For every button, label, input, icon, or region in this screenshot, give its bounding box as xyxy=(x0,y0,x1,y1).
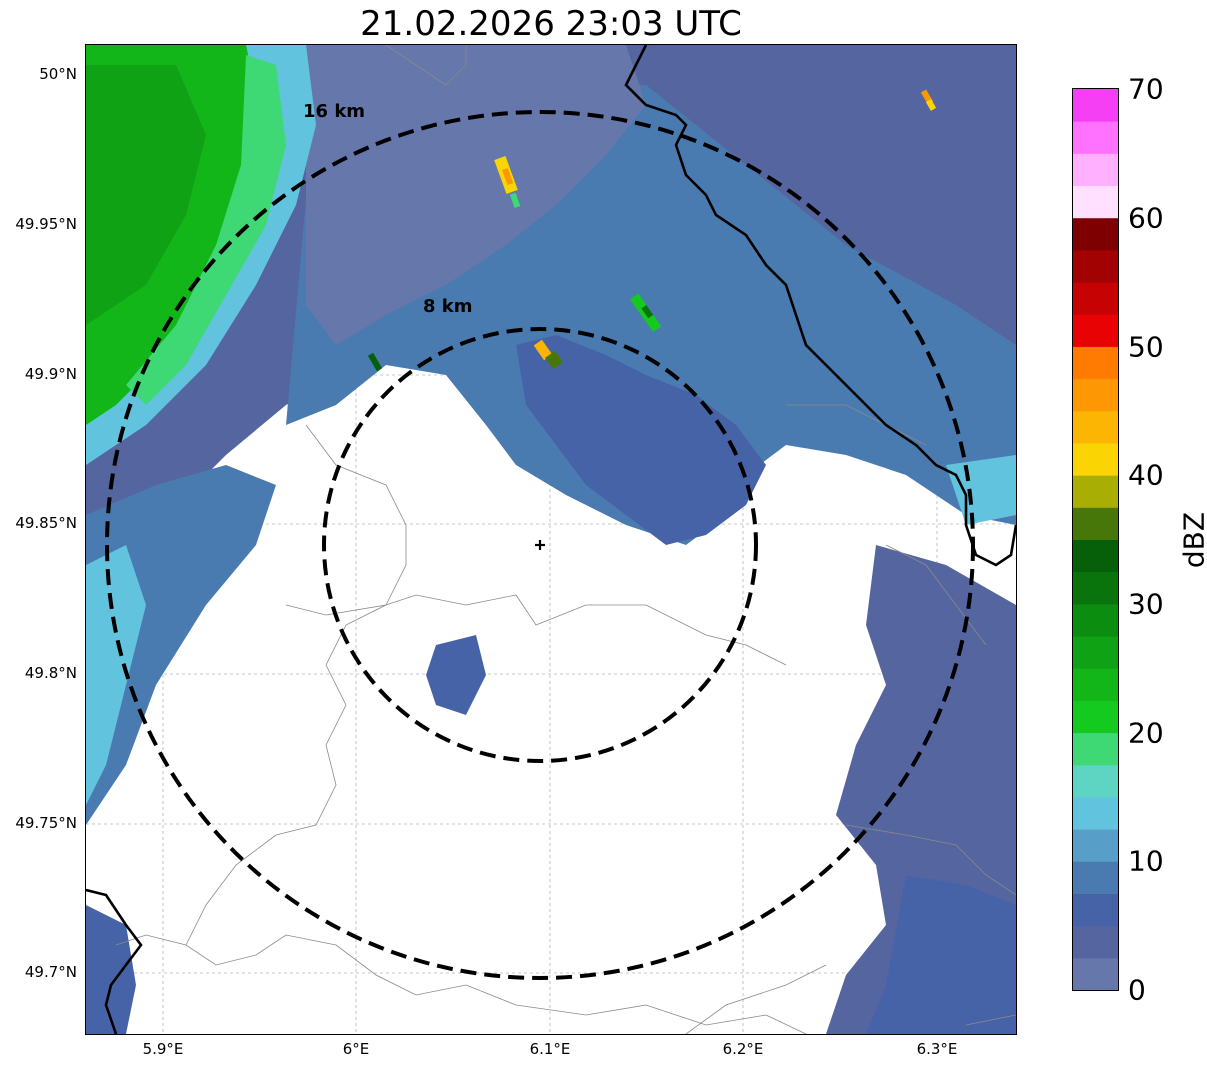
colorbar-segment xyxy=(1073,571,1118,605)
echo-strip-south-west xyxy=(86,465,276,825)
colorbar-segment xyxy=(1073,89,1118,122)
lon-label-5-9: 5.9°E xyxy=(142,1040,184,1058)
lat-label-50: 50°N xyxy=(39,65,77,83)
colorbar-segment xyxy=(1073,925,1118,959)
colorbar-segment xyxy=(1073,603,1118,637)
colorbar-segment xyxy=(1073,121,1118,154)
colorbar-segment xyxy=(1073,668,1118,701)
colorbar-segment xyxy=(1073,249,1118,283)
cell-yellow-ne xyxy=(925,99,937,111)
radar-map-canvas: 16 km 8 km xyxy=(86,45,1016,1034)
lon-label-6: 6°E xyxy=(342,1040,370,1058)
echo-east-dark xyxy=(866,875,1016,1034)
echo-band-central-dark xyxy=(516,335,766,545)
colorbar-segment xyxy=(1073,796,1118,830)
colorbar-segment xyxy=(1073,957,1118,990)
colorbar-tick-10: 10 xyxy=(1128,844,1164,878)
echo-band-north-west xyxy=(306,45,646,345)
ring-label-8km: 8 km xyxy=(423,296,473,317)
echo-corner-south-west xyxy=(86,905,136,1034)
echo-east-light xyxy=(946,455,1016,525)
cell-olive-center xyxy=(545,350,563,370)
cell-darkgreen-east xyxy=(641,305,654,319)
echo-green-west-edge xyxy=(126,55,286,405)
ring-label-16km: 16 km xyxy=(303,101,365,122)
colorbar xyxy=(1072,88,1119,991)
colorbar-segment xyxy=(1073,829,1118,862)
colorbar-segment xyxy=(1073,893,1118,927)
cell-yellow-center xyxy=(533,339,553,361)
lon-label-6-3: 6.3°E xyxy=(916,1040,958,1058)
colorbar-segment xyxy=(1073,185,1118,219)
range-ring-16km xyxy=(105,110,975,980)
colorbar-segment xyxy=(1073,378,1118,412)
colorbar-segment xyxy=(1073,442,1118,476)
colorbar-segment xyxy=(1073,475,1118,508)
colorbar-segment xyxy=(1073,507,1118,540)
lat-label-49-8: 49.8°N xyxy=(24,664,77,682)
cell-orange-north xyxy=(502,167,514,186)
colorbar-tick-30: 30 xyxy=(1128,587,1164,621)
colorbar-tick-20: 20 xyxy=(1128,716,1164,750)
colorbar-segment xyxy=(1073,282,1118,315)
echo-strip-south-west-light xyxy=(86,545,146,805)
lon-label-6-1: 6.1°E xyxy=(529,1040,571,1058)
regional-borders xyxy=(115,45,1016,1034)
cell-darkgreen-west xyxy=(367,352,383,372)
colorbar-segment xyxy=(1073,764,1118,798)
colorbar-unit: dBZ xyxy=(1177,511,1207,569)
lon-label-6-2: 6.2°E xyxy=(722,1040,764,1058)
lat-label-49-95: 49.95°N xyxy=(15,215,77,233)
colorbar-segment xyxy=(1073,861,1118,894)
lat-label-49-9: 49.9°N xyxy=(24,365,77,383)
colorbar-segment xyxy=(1073,636,1118,669)
lat-label-49-7: 49.7°N xyxy=(24,963,77,981)
colorbar-tick-40: 40 xyxy=(1128,458,1164,492)
colorbar-tick-50: 50 xyxy=(1128,330,1164,364)
echo-small-interior xyxy=(426,635,486,715)
colorbar-tick-70: 70 xyxy=(1128,72,1164,106)
colorbar-segment xyxy=(1073,539,1118,573)
colorbar-segment xyxy=(1073,153,1118,187)
colorbar-segment xyxy=(1073,217,1118,251)
colorbar-segment xyxy=(1073,732,1118,766)
colorbar-tick-60: 60 xyxy=(1128,201,1164,235)
precipitation-echoes xyxy=(86,45,1016,1034)
colorbar-segment xyxy=(1073,346,1118,380)
national-border xyxy=(86,45,1016,1034)
echo-green-west-dark xyxy=(86,65,206,325)
colorbar-tick-0: 0 xyxy=(1128,973,1146,1007)
map-title: 21.02.2026 23:03 UTC xyxy=(360,4,742,44)
lat-label-49-85: 49.85°N xyxy=(15,514,77,532)
colorbar-segment xyxy=(1073,314,1118,347)
range-ring-8km xyxy=(322,327,758,763)
cell-green-north xyxy=(509,192,521,208)
colorbar-segment xyxy=(1073,700,1118,734)
radar-site-icon xyxy=(535,540,545,550)
range-rings xyxy=(105,110,975,980)
radar-map[interactable]: 16 km 8 km xyxy=(85,44,1017,1035)
lat-label-49-75: 49.75°N xyxy=(15,814,77,832)
colorbar-segment xyxy=(1073,410,1118,444)
